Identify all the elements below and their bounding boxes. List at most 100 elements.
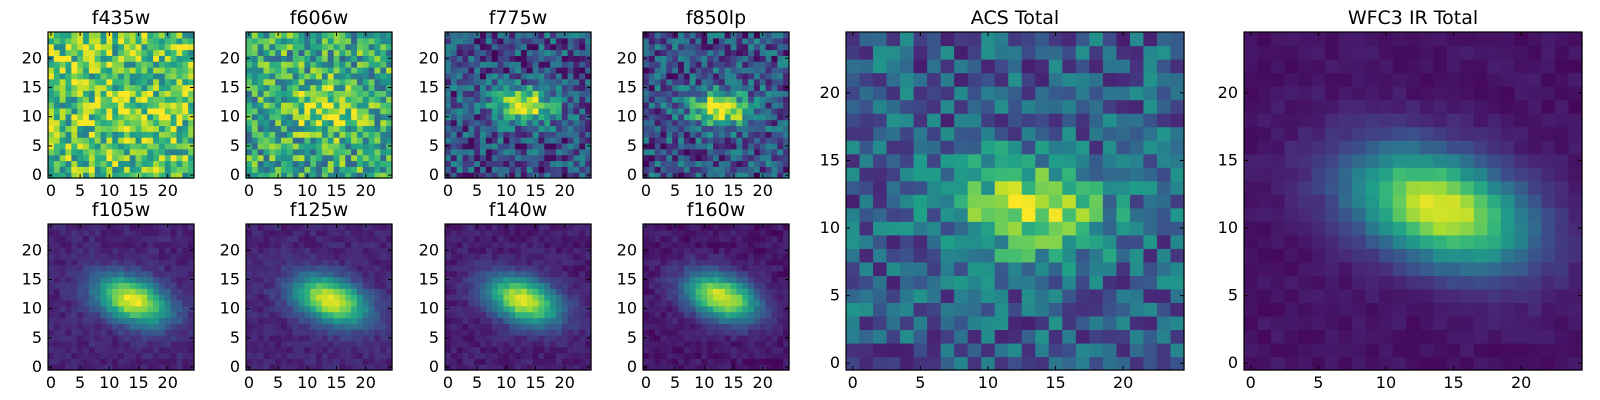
heatmap-cell — [783, 125, 790, 132]
heatmap-cell — [374, 264, 381, 272]
heatmap-cell — [362, 358, 370, 365]
heatmap-cell — [480, 142, 487, 150]
heatmap-cell — [380, 334, 387, 342]
heatmap-cell — [456, 340, 464, 348]
heatmap-cell — [771, 107, 778, 115]
heatmap-cell — [555, 78, 563, 86]
heatmap-cell — [88, 259, 96, 266]
heatmap-cell — [269, 288, 276, 295]
heatmap-cell — [520, 229, 528, 237]
heatmap-cell — [707, 78, 714, 86]
heatmap-cell — [321, 131, 329, 138]
heatmap-cell — [53, 282, 61, 289]
heatmap-cell — [164, 294, 172, 301]
heatmap-cell — [748, 364, 755, 371]
heatmap-cell — [468, 299, 475, 307]
heatmap-cell — [327, 305, 335, 313]
heatmap-cell — [567, 142, 575, 150]
heatmap-cell — [660, 32, 667, 39]
heatmap-cell — [456, 90, 464, 97]
heatmap-cell — [135, 305, 143, 313]
heatmap-cell — [462, 305, 469, 313]
heatmap-cell — [771, 78, 778, 86]
heatmap-cell — [648, 166, 656, 173]
heatmap-cell — [135, 125, 143, 132]
heatmap-cell — [182, 288, 189, 295]
heatmap-cell — [48, 102, 55, 109]
heatmap-cell — [550, 305, 557, 313]
heatmap-cell — [683, 142, 691, 150]
heatmap-cell — [509, 270, 516, 278]
heatmap-cell — [544, 311, 551, 319]
heatmap-cell — [783, 358, 790, 365]
heatmap-cell — [724, 49, 732, 56]
heatmap-cell — [468, 317, 475, 324]
heatmap-cell — [48, 270, 55, 278]
heatmap-cell — [386, 43, 393, 51]
heatmap-cell — [520, 78, 528, 86]
heatmap-cell — [170, 61, 178, 68]
heatmap-cell — [135, 166, 143, 173]
heatmap-cell — [176, 119, 183, 127]
heatmap-cell — [736, 142, 743, 150]
heatmap-cell — [683, 37, 691, 45]
heatmap-cell — [585, 96, 592, 103]
heatmap-cell — [777, 43, 784, 51]
heatmap-cell — [351, 142, 358, 150]
heatmap-cell — [550, 364, 557, 371]
heatmap-cell — [304, 131, 311, 138]
heatmap-cell — [497, 84, 504, 91]
heatmap-cell — [480, 270, 487, 278]
heatmap-cell — [386, 235, 393, 243]
heatmap-cell — [713, 311, 720, 319]
heatmap-cell — [561, 148, 569, 156]
heatmap-cell — [333, 282, 341, 289]
heatmap-cell — [783, 72, 790, 80]
heatmap-cell — [310, 340, 317, 348]
heatmap-cell — [648, 84, 656, 91]
heatmap-cell — [321, 32, 329, 39]
heatmap-cell — [515, 67, 522, 74]
heatmap-cell — [503, 131, 510, 138]
heatmap-cell — [585, 107, 592, 115]
heatmap-cell — [480, 137, 487, 144]
heatmap-cell — [158, 142, 166, 150]
heatmap-cell — [468, 276, 475, 283]
heatmap-cell — [321, 142, 329, 150]
heatmap-cell — [491, 119, 499, 127]
heatmap-cell — [292, 358, 300, 365]
heatmap-cell — [112, 166, 119, 173]
heatmap-cell — [550, 154, 557, 162]
heatmap-cell — [730, 288, 738, 295]
heatmap-cell — [526, 119, 534, 127]
heatmap-cell — [321, 90, 329, 97]
heatmap-cell — [445, 49, 452, 56]
heatmap-cell — [759, 329, 767, 336]
heatmap-cell — [141, 32, 148, 39]
heatmap-cell — [718, 125, 726, 132]
heatmap-cell — [188, 288, 195, 295]
heatmap-cell — [251, 247, 259, 254]
heatmap-cell — [158, 32, 166, 39]
heatmap-cell — [480, 264, 487, 272]
heatmap-cell — [298, 78, 305, 86]
heatmap-cell — [153, 49, 160, 56]
heatmap-cell — [777, 311, 784, 319]
heatmap-cell — [71, 61, 78, 68]
heatmap-cell — [362, 55, 370, 62]
heatmap-cell — [515, 125, 522, 132]
heatmap-cell — [188, 72, 195, 80]
heatmap-cell — [724, 55, 732, 62]
heatmap-cell — [48, 288, 55, 295]
heatmap-cell — [573, 78, 580, 86]
heatmap-cell — [561, 311, 569, 319]
heatmap-cell — [362, 166, 370, 173]
heatmap-cell — [141, 364, 148, 371]
heatmap-cell — [491, 72, 499, 80]
heatmap-cell — [445, 96, 452, 103]
heatmap-cell — [246, 148, 253, 156]
heatmap-cell — [77, 323, 84, 330]
heatmap-cell — [316, 317, 323, 324]
heatmap-cell — [445, 229, 452, 237]
